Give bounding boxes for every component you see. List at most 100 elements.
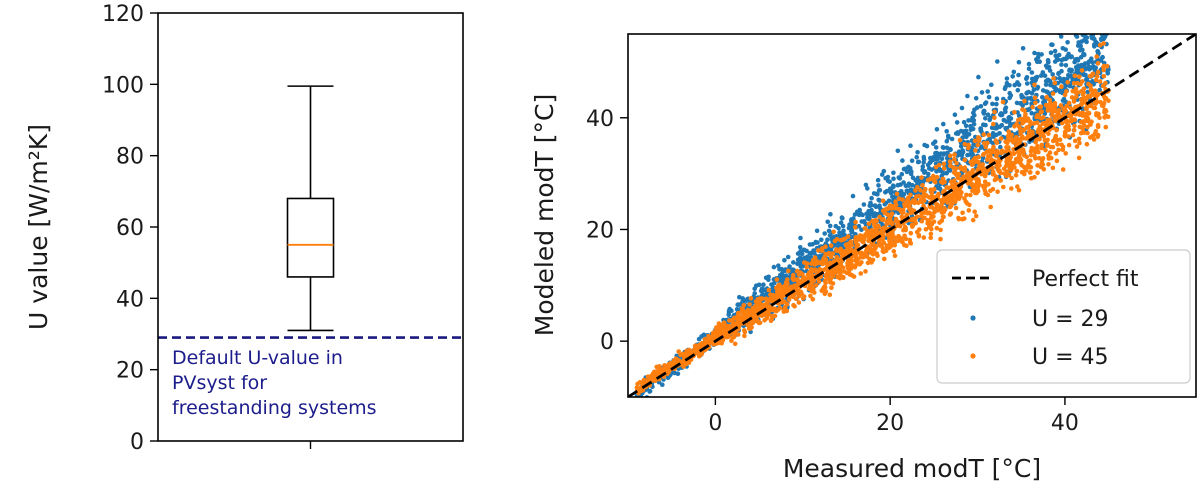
data-point [1097, 42, 1103, 48]
data-point [782, 257, 787, 263]
reference-label-line: Default U-value in [172, 347, 343, 369]
data-point [1063, 47, 1068, 52]
data-point [799, 263, 804, 269]
data-point [970, 126, 976, 132]
data-point [897, 176, 903, 181]
data-point [1101, 0, 1106, 2]
data-point [931, 141, 936, 146]
data-point [908, 210, 914, 216]
data-point [1041, 134, 1047, 139]
data-point [772, 280, 777, 286]
data-point [970, 217, 976, 223]
data-point [1070, 132, 1076, 138]
data-point [826, 251, 831, 257]
data-point [868, 202, 874, 208]
data-point [982, 179, 988, 185]
data-point [882, 202, 888, 207]
data-point [988, 115, 993, 121]
data-point [952, 156, 957, 162]
data-point [719, 341, 724, 346]
data-point [876, 188, 882, 193]
data-point [1024, 165, 1029, 170]
data-point [855, 242, 861, 248]
data-point [1007, 114, 1012, 120]
data-point [1068, 105, 1073, 111]
data-point [791, 260, 796, 265]
data-point [1105, 13, 1110, 18]
data-point [800, 278, 805, 283]
data-point [834, 256, 840, 261]
data-point [1044, 94, 1049, 100]
data-point [899, 238, 905, 244]
data-point [1077, 140, 1082, 146]
data-point [1093, 129, 1099, 134]
data-point [960, 148, 965, 153]
data-point [1082, 72, 1087, 78]
data-point [721, 323, 727, 328]
data-point [995, 164, 1000, 170]
data-point [966, 208, 972, 213]
data-point [896, 223, 901, 228]
data-point [997, 131, 1002, 136]
data-point [696, 336, 702, 342]
data-point [1042, 73, 1048, 78]
data-point [985, 157, 990, 162]
data-point [881, 240, 886, 246]
data-point [1038, 104, 1044, 109]
data-point [766, 287, 772, 293]
data-point [849, 272, 855, 278]
data-point [1089, 21, 1094, 26]
data-point [949, 199, 955, 204]
data-point [1016, 72, 1021, 78]
data-point [1016, 124, 1022, 129]
data-point [772, 313, 778, 319]
data-point [954, 160, 959, 166]
right-ylabel: Modeled modT [°C] [530, 94, 559, 336]
data-point [1055, 57, 1061, 62]
data-point [1099, 103, 1105, 108]
data-point [994, 153, 999, 159]
data-point [790, 267, 796, 273]
data-point [1004, 145, 1009, 150]
data-point [1018, 131, 1023, 137]
data-point [737, 294, 742, 300]
data-point [817, 267, 823, 273]
data-point [1104, 10, 1109, 15]
data-point [859, 260, 864, 265]
data-point [985, 89, 990, 94]
data-point [793, 291, 799, 296]
data-point [940, 145, 946, 150]
right-axes-frame [627, 33, 1197, 398]
data-point [957, 137, 963, 143]
right-scatter-panel: 0 20 40 0 20 40 Measured modT [°C] Modeled mo… [530, 0, 1197, 483]
data-point [991, 171, 996, 176]
data-point [964, 192, 969, 198]
data-point [971, 157, 976, 162]
data-point [1058, 34, 1064, 39]
data-point [994, 101, 999, 107]
data-point [649, 374, 654, 379]
data-point [1016, 59, 1022, 65]
data-point [976, 138, 982, 143]
data-point [877, 231, 882, 237]
data-point [1054, 127, 1059, 133]
data-point [665, 363, 671, 369]
data-point [771, 264, 777, 270]
data-point [1002, 107, 1008, 112]
data-point [907, 240, 913, 245]
data-point [1070, 88, 1076, 94]
data-point [931, 186, 937, 192]
data-point [1025, 96, 1030, 101]
data-point [645, 374, 651, 380]
right-ytick-label: 0 [600, 330, 614, 355]
right-xtick-label: 40 [1051, 411, 1079, 436]
data-point [813, 239, 818, 245]
data-point [961, 174, 966, 180]
data-point [913, 220, 918, 226]
data-point [1079, 68, 1085, 73]
data-point [853, 219, 858, 225]
data-point [749, 312, 755, 318]
data-point [749, 325, 754, 330]
data-point [1063, 151, 1068, 156]
right-xtick-label: 20 [876, 411, 904, 436]
